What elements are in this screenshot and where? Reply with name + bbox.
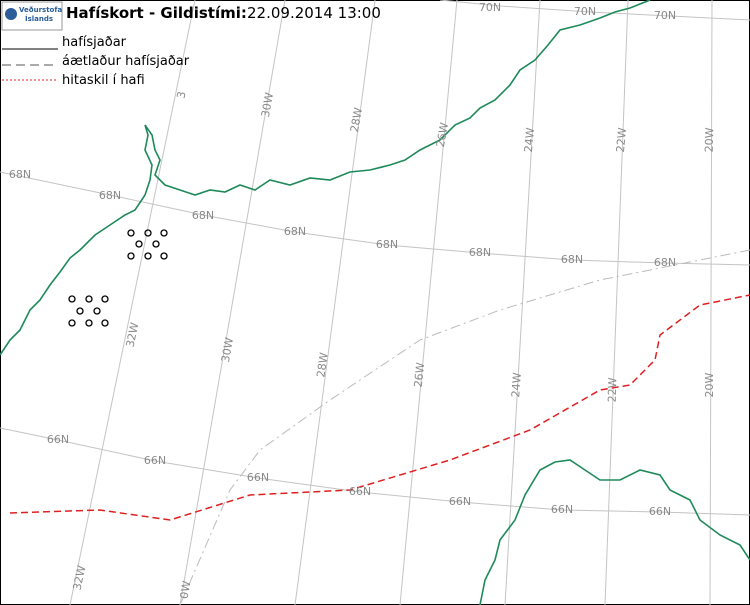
grid-label: 22W — [606, 377, 620, 402]
greenland-coast — [0, 0, 651, 356]
iceland-coast — [479, 459, 750, 605]
grid-label: 28W — [348, 106, 365, 133]
map-time: 22.09.2014 13:00 — [247, 4, 381, 22]
grid-label: 66N — [247, 471, 269, 484]
lon-26w — [399, 0, 458, 605]
ocean-front — [9, 294, 750, 521]
grid-label: 70N — [654, 9, 676, 22]
logo-text: Veðurstofa — [19, 6, 62, 14]
grid-label: 32W — [124, 321, 142, 348]
grid-label: 3 — [174, 90, 188, 99]
grid-label: 68N — [654, 256, 676, 269]
grid-label: 28W — [314, 352, 330, 379]
legend-label: áætlaður hafísjaðar — [62, 54, 190, 69]
grid-label: 68N — [469, 246, 491, 259]
grid-label: 68N — [99, 189, 121, 202]
grid-label: 66N — [551, 503, 573, 516]
map-title: Hafískort - Gildistími: — [66, 4, 247, 22]
grid-label: 68N — [192, 209, 214, 222]
grid-label: 30W — [259, 91, 276, 118]
grid-label: 66N — [649, 505, 671, 518]
grid-label: 24W — [509, 372, 524, 398]
legend-label: hafísjaðar — [62, 35, 127, 50]
lat-70n — [439, 0, 750, 21]
grid-label: 66N — [144, 454, 166, 467]
grid-label: 68N — [284, 225, 306, 238]
grid-label: 32W — [71, 564, 89, 591]
grid-label: 0W — [178, 580, 194, 600]
grid-label: 30W — [219, 336, 236, 363]
grid-label: 20W — [703, 372, 716, 397]
lon-32w — [69, 0, 196, 605]
lon-22w — [604, 0, 629, 605]
grid-label: 66N — [349, 485, 371, 498]
legend-label: hitaskil í hafi — [62, 73, 145, 88]
logo-icon — [5, 8, 17, 20]
logo-text: Íslands — [25, 14, 53, 23]
grid-label: 22W — [614, 127, 629, 153]
grid-labels: 70N 70N 70N 3 30W 28W 26W 24W 22W 20W 68N 68N 68N 68N… — [9, 1, 717, 600]
lon-20w — [709, 0, 713, 605]
grid-label: 70N — [479, 1, 501, 14]
grid-label: 26W — [412, 362, 428, 388]
grid-label: 68N — [376, 238, 398, 251]
grid-label: 66N — [47, 433, 69, 446]
grid-label: 68N — [9, 168, 31, 181]
ice-markers — [68, 229, 168, 327]
lon-30w — [179, 0, 286, 605]
grid-label: 20W — [703, 127, 717, 152]
lon-28w — [294, 0, 376, 605]
grid-label: 26W — [434, 121, 451, 148]
lat-66n — [0, 427, 750, 516]
lon-24w — [504, 0, 541, 605]
grid-label: 68N — [561, 253, 583, 266]
grid-label: 70N — [574, 5, 596, 18]
grid-label: 24W — [522, 127, 537, 153]
grid-label: 66N — [449, 495, 471, 508]
